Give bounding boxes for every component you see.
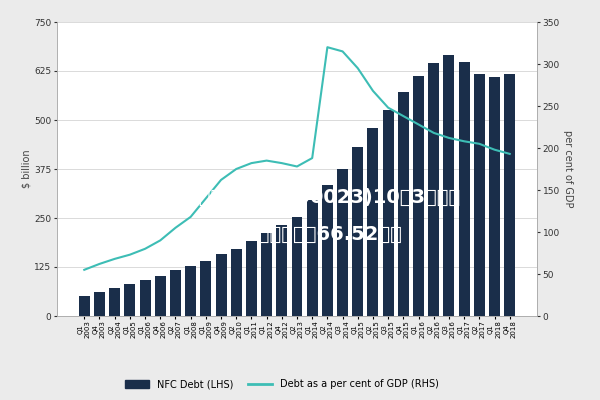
- Bar: [231, 248, 242, 316]
- Bar: [322, 185, 333, 316]
- Text: 672.8万港元回购66.52万股: 672.8万港元回购66.52万股: [197, 224, 403, 244]
- Bar: [292, 217, 302, 316]
- Y-axis label: per cent of GDP: per cent of GDP: [563, 130, 572, 208]
- Bar: [109, 288, 120, 316]
- Bar: [124, 284, 136, 316]
- Bar: [337, 169, 348, 316]
- Bar: [489, 77, 500, 316]
- Bar: [458, 62, 470, 316]
- Bar: [200, 261, 211, 316]
- Bar: [94, 292, 105, 316]
- Bar: [474, 74, 485, 316]
- Bar: [79, 296, 90, 316]
- Bar: [170, 270, 181, 316]
- Bar: [504, 74, 515, 316]
- Bar: [277, 225, 287, 316]
- Bar: [413, 76, 424, 316]
- Legend: NFC Debt (LHS), Debt as a per cent of GDP (RHS): NFC Debt (LHS), Debt as a per cent of GD…: [121, 375, 443, 393]
- Text: 加杠杆的股票平台 东亚银行(00023)10月3日斥资: 加杠杆的股票平台 东亚银行(00023)10月3日斥资: [140, 188, 460, 206]
- Bar: [261, 233, 272, 316]
- Bar: [246, 241, 257, 316]
- Bar: [155, 276, 166, 316]
- Bar: [428, 63, 439, 316]
- Bar: [185, 266, 196, 316]
- Bar: [443, 55, 454, 316]
- Bar: [383, 110, 394, 316]
- Bar: [307, 200, 317, 316]
- Bar: [140, 280, 151, 316]
- Bar: [398, 92, 409, 316]
- Bar: [352, 148, 363, 316]
- Bar: [367, 128, 379, 316]
- Y-axis label: $ billion: $ billion: [22, 150, 31, 188]
- Bar: [215, 254, 227, 316]
